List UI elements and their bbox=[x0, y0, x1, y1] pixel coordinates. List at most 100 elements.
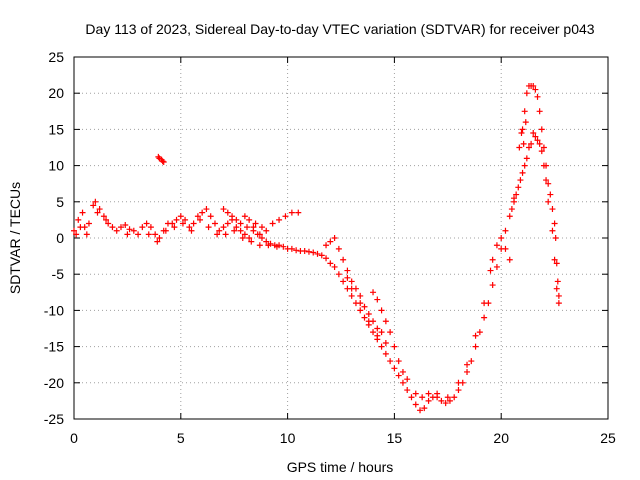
data-point bbox=[532, 86, 539, 93]
data-point bbox=[534, 93, 541, 100]
data-point bbox=[553, 260, 560, 267]
data-point bbox=[442, 400, 449, 407]
data-point bbox=[536, 140, 543, 147]
y-tick-label: -15 bbox=[44, 339, 64, 355]
data-point bbox=[173, 216, 180, 223]
data-point bbox=[85, 220, 92, 227]
data-point bbox=[523, 90, 530, 97]
data-point bbox=[222, 231, 229, 238]
data-point bbox=[521, 108, 528, 115]
data-point bbox=[122, 221, 129, 228]
data-point bbox=[224, 220, 231, 227]
data-point bbox=[554, 278, 561, 285]
x-tick-label: 10 bbox=[280, 430, 296, 446]
data-point bbox=[534, 137, 541, 144]
data-point bbox=[246, 235, 253, 241]
data-point bbox=[551, 256, 558, 263]
data-point bbox=[502, 245, 509, 252]
data-point bbox=[109, 224, 116, 231]
data-point bbox=[323, 255, 330, 262]
data-point bbox=[476, 329, 483, 336]
data-point bbox=[538, 126, 545, 133]
data-point bbox=[552, 235, 559, 241]
data-point bbox=[549, 227, 556, 234]
y-tick-label: -20 bbox=[44, 375, 64, 391]
data-point bbox=[378, 307, 385, 314]
series-secondary-traces bbox=[73, 82, 562, 401]
data-point bbox=[395, 358, 402, 365]
data-point bbox=[258, 235, 265, 241]
data-point bbox=[237, 227, 244, 234]
data-point bbox=[340, 278, 347, 285]
data-point bbox=[455, 387, 462, 394]
data-point bbox=[404, 387, 411, 394]
y-tick-label: -10 bbox=[44, 302, 64, 318]
data-point bbox=[498, 235, 505, 241]
data-point bbox=[387, 329, 394, 336]
data-point bbox=[179, 220, 186, 227]
data-point bbox=[105, 220, 112, 227]
data-point bbox=[233, 224, 240, 231]
data-point bbox=[374, 296, 381, 303]
data-point bbox=[522, 119, 529, 126]
data-point bbox=[555, 300, 562, 307]
data-point bbox=[252, 220, 259, 227]
data-point bbox=[159, 158, 166, 165]
data-marks bbox=[71, 82, 562, 414]
data-point bbox=[370, 329, 377, 336]
data-point bbox=[323, 242, 330, 249]
data-point bbox=[519, 126, 526, 133]
data-point bbox=[124, 231, 131, 238]
data-point bbox=[100, 213, 107, 220]
data-point bbox=[378, 343, 385, 350]
data-point bbox=[543, 177, 550, 184]
data-point bbox=[516, 144, 523, 151]
chart-title: Day 113 of 2023, Sidereal Day-to-day VTE… bbox=[85, 21, 594, 37]
data-point bbox=[549, 206, 556, 213]
data-point bbox=[248, 238, 255, 245]
data-point bbox=[464, 361, 471, 368]
data-point bbox=[493, 242, 500, 249]
tick-layer: 0 5 10 15 20 25 -25 -20 -15 -10 -5 0 5 10 15 20 25 bbox=[44, 49, 616, 446]
data-point bbox=[525, 144, 532, 151]
data-point bbox=[335, 271, 342, 278]
data-point bbox=[511, 195, 518, 202]
data-point bbox=[258, 224, 265, 231]
data-point bbox=[517, 177, 524, 184]
data-point bbox=[199, 209, 206, 216]
data-point bbox=[399, 379, 406, 386]
data-point bbox=[451, 394, 458, 401]
data-point bbox=[506, 256, 513, 263]
data-point bbox=[205, 224, 212, 231]
data-point bbox=[135, 231, 142, 238]
data-point bbox=[282, 213, 289, 220]
data-point bbox=[543, 162, 550, 169]
y-tick-label: 20 bbox=[48, 85, 64, 101]
data-point bbox=[425, 397, 432, 404]
data-point bbox=[553, 285, 560, 292]
data-point bbox=[391, 343, 398, 350]
data-point bbox=[508, 206, 515, 213]
y-tick-label: 15 bbox=[48, 121, 64, 137]
data-point bbox=[288, 245, 295, 252]
data-point bbox=[555, 292, 562, 299]
data-point bbox=[246, 216, 253, 223]
data-point bbox=[92, 198, 99, 205]
data-point bbox=[113, 227, 120, 234]
data-point bbox=[361, 303, 368, 310]
data-point bbox=[71, 227, 77, 234]
data-point bbox=[73, 231, 80, 238]
x-axis-label: GPS time / hours bbox=[287, 459, 394, 475]
data-point bbox=[293, 247, 300, 254]
data-point bbox=[382, 350, 389, 357]
data-point bbox=[404, 376, 411, 383]
data-point bbox=[241, 213, 248, 220]
data-point bbox=[382, 339, 389, 346]
data-point bbox=[518, 130, 525, 137]
data-point bbox=[357, 307, 364, 314]
data-point bbox=[523, 155, 530, 162]
data-point bbox=[145, 231, 152, 238]
data-point bbox=[186, 224, 193, 231]
data-point bbox=[75, 216, 82, 223]
y-tick-label: -25 bbox=[44, 411, 64, 427]
